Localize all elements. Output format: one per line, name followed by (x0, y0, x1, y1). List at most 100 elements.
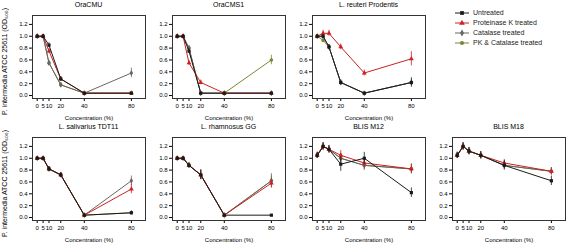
svg-text:0.8: 0.8 (299, 45, 308, 51)
svg-text:20: 20 (57, 103, 64, 109)
svg-text:40: 40 (81, 225, 88, 231)
svg-text:0.2: 0.2 (299, 203, 308, 209)
svg-text:40: 40 (81, 103, 88, 109)
svg-text:80: 80 (128, 103, 135, 109)
svg-text:10: 10 (466, 225, 473, 231)
svg-text:20: 20 (197, 103, 204, 109)
svg-text:1.0: 1.0 (439, 155, 448, 161)
svg-text:0.8: 0.8 (19, 45, 28, 51)
svg-text:20: 20 (197, 225, 204, 231)
svg-text:0.6: 0.6 (159, 57, 168, 63)
svg-text:20: 20 (57, 225, 64, 231)
svg-text:20: 20 (477, 225, 484, 231)
svg-text:1.0: 1.0 (19, 33, 28, 39)
svg-text:20: 20 (337, 103, 344, 109)
svg-text:0: 0 (36, 103, 40, 109)
svg-text:40: 40 (221, 103, 228, 109)
svg-text:1.0: 1.0 (159, 33, 168, 39)
svg-text:0.0: 0.0 (19, 92, 28, 98)
svg-text:0.4: 0.4 (159, 69, 168, 75)
svg-text:0.8: 0.8 (439, 167, 448, 173)
html-text:P. intermedia ATCC 25611 (OD₆₀: P. intermedia ATCC 25611 (OD₆₀₀) (1, 129, 8, 237)
svg-text:80: 80 (128, 225, 135, 231)
svg-text:0.2: 0.2 (299, 81, 308, 87)
svg-text:1.2: 1.2 (159, 21, 168, 27)
svg-text:0.4: 0.4 (299, 191, 308, 197)
svg-text:0.2: 0.2 (19, 81, 28, 87)
svg-text:Concentration (%): Concentration (%) (65, 237, 113, 243)
svg-text:0.4: 0.4 (19, 69, 28, 75)
svg-text:0.0: 0.0 (159, 214, 168, 220)
svg-text:40: 40 (501, 225, 508, 231)
svg-text:Proteinase K treated: Proteinase K treated (473, 19, 537, 26)
svg-text:0.2: 0.2 (159, 81, 168, 87)
svg-text:0: 0 (316, 103, 320, 109)
svg-text:0.6: 0.6 (299, 57, 308, 63)
svg-text:1.0: 1.0 (19, 155, 28, 161)
svg-text:0.0: 0.0 (439, 214, 448, 220)
svg-text:Concentration (%): Concentration (%) (205, 237, 253, 243)
svg-text:20: 20 (337, 225, 344, 231)
svg-text:0.8: 0.8 (159, 45, 168, 51)
svg-text:0.0: 0.0 (299, 92, 308, 98)
svg-text:Concentration (%): Concentration (%) (345, 237, 393, 243)
svg-text:1.0: 1.0 (299, 155, 308, 161)
svg-text:Concentration (%): Concentration (%) (485, 237, 533, 243)
svg-text:Concentration (%): Concentration (%) (65, 115, 113, 121)
svg-text:10: 10 (46, 103, 53, 109)
svg-text:0.4: 0.4 (19, 191, 28, 197)
svg-text:PK & Catalase treated: PK & Catalase treated (473, 39, 542, 46)
svg-text:10: 10 (326, 103, 333, 109)
svg-text:0.4: 0.4 (439, 191, 448, 197)
html-text:OraCMS1: OraCMS1 (212, 1, 245, 8)
svg-text:1.0: 1.0 (159, 155, 168, 161)
svg-text:1.2: 1.2 (439, 143, 448, 149)
svg-text:80: 80 (268, 103, 275, 109)
svg-text:1.2: 1.2 (299, 143, 308, 149)
svg-text:0.6: 0.6 (439, 179, 448, 185)
svg-text:0: 0 (456, 225, 460, 231)
svg-text:Concentration (%): Concentration (%) (345, 115, 393, 121)
svg-text:0.2: 0.2 (439, 203, 448, 209)
svg-text:Untreated: Untreated (473, 9, 504, 16)
svg-text:0.0: 0.0 (159, 92, 168, 98)
svg-text:0.0: 0.0 (19, 214, 28, 220)
svg-text:0: 0 (36, 225, 40, 231)
svg-text:0.6: 0.6 (159, 179, 168, 185)
svg-text:0.8: 0.8 (19, 167, 28, 173)
svg-text:40: 40 (361, 103, 368, 109)
svg-text:0.2: 0.2 (159, 203, 168, 209)
svg-text:0.6: 0.6 (19, 57, 28, 63)
html-text:P. intermedia ATCC 25611 (OD₆₀: P. intermedia ATCC 25611 (OD₆₀₀) (1, 7, 8, 115)
svg-text:80: 80 (408, 103, 415, 109)
svg-text:Concentration (%): Concentration (%) (205, 115, 253, 121)
svg-text:10: 10 (326, 225, 333, 231)
svg-text:0.6: 0.6 (299, 179, 308, 185)
svg-text:1.2: 1.2 (159, 143, 168, 149)
svg-text:80: 80 (268, 225, 275, 231)
html-text:OraCMU: OraCMU (74, 1, 103, 8)
svg-text:0: 0 (316, 225, 320, 231)
svg-text:40: 40 (221, 225, 228, 231)
svg-text:1.2: 1.2 (299, 21, 308, 27)
svg-text:0: 0 (176, 225, 180, 231)
html-text:L. reuteri Prodentis: L. reuteri Prodentis (338, 1, 399, 8)
svg-text:10: 10 (186, 225, 193, 231)
svg-text:0.4: 0.4 (159, 191, 168, 197)
svg-text:0.2: 0.2 (19, 203, 28, 209)
svg-text:10: 10 (46, 225, 53, 231)
svg-text:0.8: 0.8 (299, 167, 308, 173)
svg-text:1.0: 1.0 (299, 33, 308, 39)
svg-text:10: 10 (186, 103, 193, 109)
svg-text:1.2: 1.2 (19, 21, 28, 27)
svg-text:0.8: 0.8 (159, 167, 168, 173)
svg-text:1.2: 1.2 (19, 143, 28, 149)
svg-text:40: 40 (361, 225, 368, 231)
svg-text:0.0: 0.0 (299, 214, 308, 220)
svg-text:0: 0 (176, 103, 180, 109)
svg-text:0.4: 0.4 (299, 69, 308, 75)
svg-text:80: 80 (548, 225, 555, 231)
svg-text:80: 80 (408, 225, 415, 231)
svg-text:Catalase treated: Catalase treated (473, 29, 524, 36)
svg-text:0.6: 0.6 (19, 179, 28, 185)
